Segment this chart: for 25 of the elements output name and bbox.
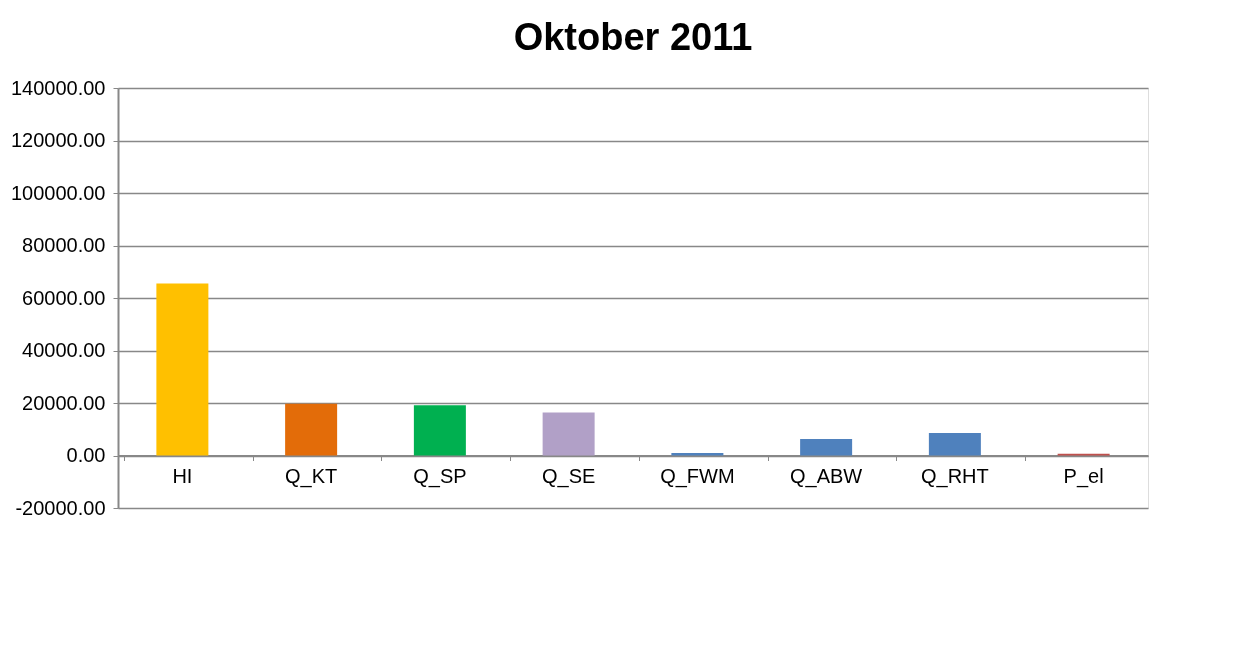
bar: [413, 405, 466, 456]
x-tick-label: Q_SP: [413, 465, 467, 488]
y-tick-label: 0.00: [66, 444, 106, 466]
y-tick-label: 40000.00: [22, 339, 106, 361]
x-tick-label: Q_ABW: [790, 465, 863, 488]
x-tick-label: P_el: [1063, 465, 1104, 488]
y-tick-label: 140000.00: [10, 76, 106, 99]
x-tick-label: Q_RHT: [920, 465, 989, 488]
y-tick-label: 20000.00: [22, 391, 106, 414]
y-tick-label: 60000.00: [22, 286, 106, 309]
x-tick-label: Q_SE: [541, 465, 596, 488]
bar: [285, 403, 338, 456]
y-tick-label: 120000.00: [10, 129, 106, 151]
x-tick-label: HI: [172, 465, 193, 487]
bar: [800, 438, 853, 456]
x-tick-label: Q_FWM: [660, 465, 735, 488]
y-tick-label: 100000.00: [10, 181, 106, 204]
bar: [542, 412, 595, 456]
x-tick-label: Q_KT: [285, 465, 338, 488]
chart-title: Oktober 2011: [513, 16, 753, 58]
bar: [671, 452, 724, 456]
bar: [928, 432, 981, 456]
bar: [156, 283, 209, 456]
y-tick-label: -20000.00: [15, 496, 106, 519]
y-tick-label: 80000.00: [22, 234, 106, 256]
